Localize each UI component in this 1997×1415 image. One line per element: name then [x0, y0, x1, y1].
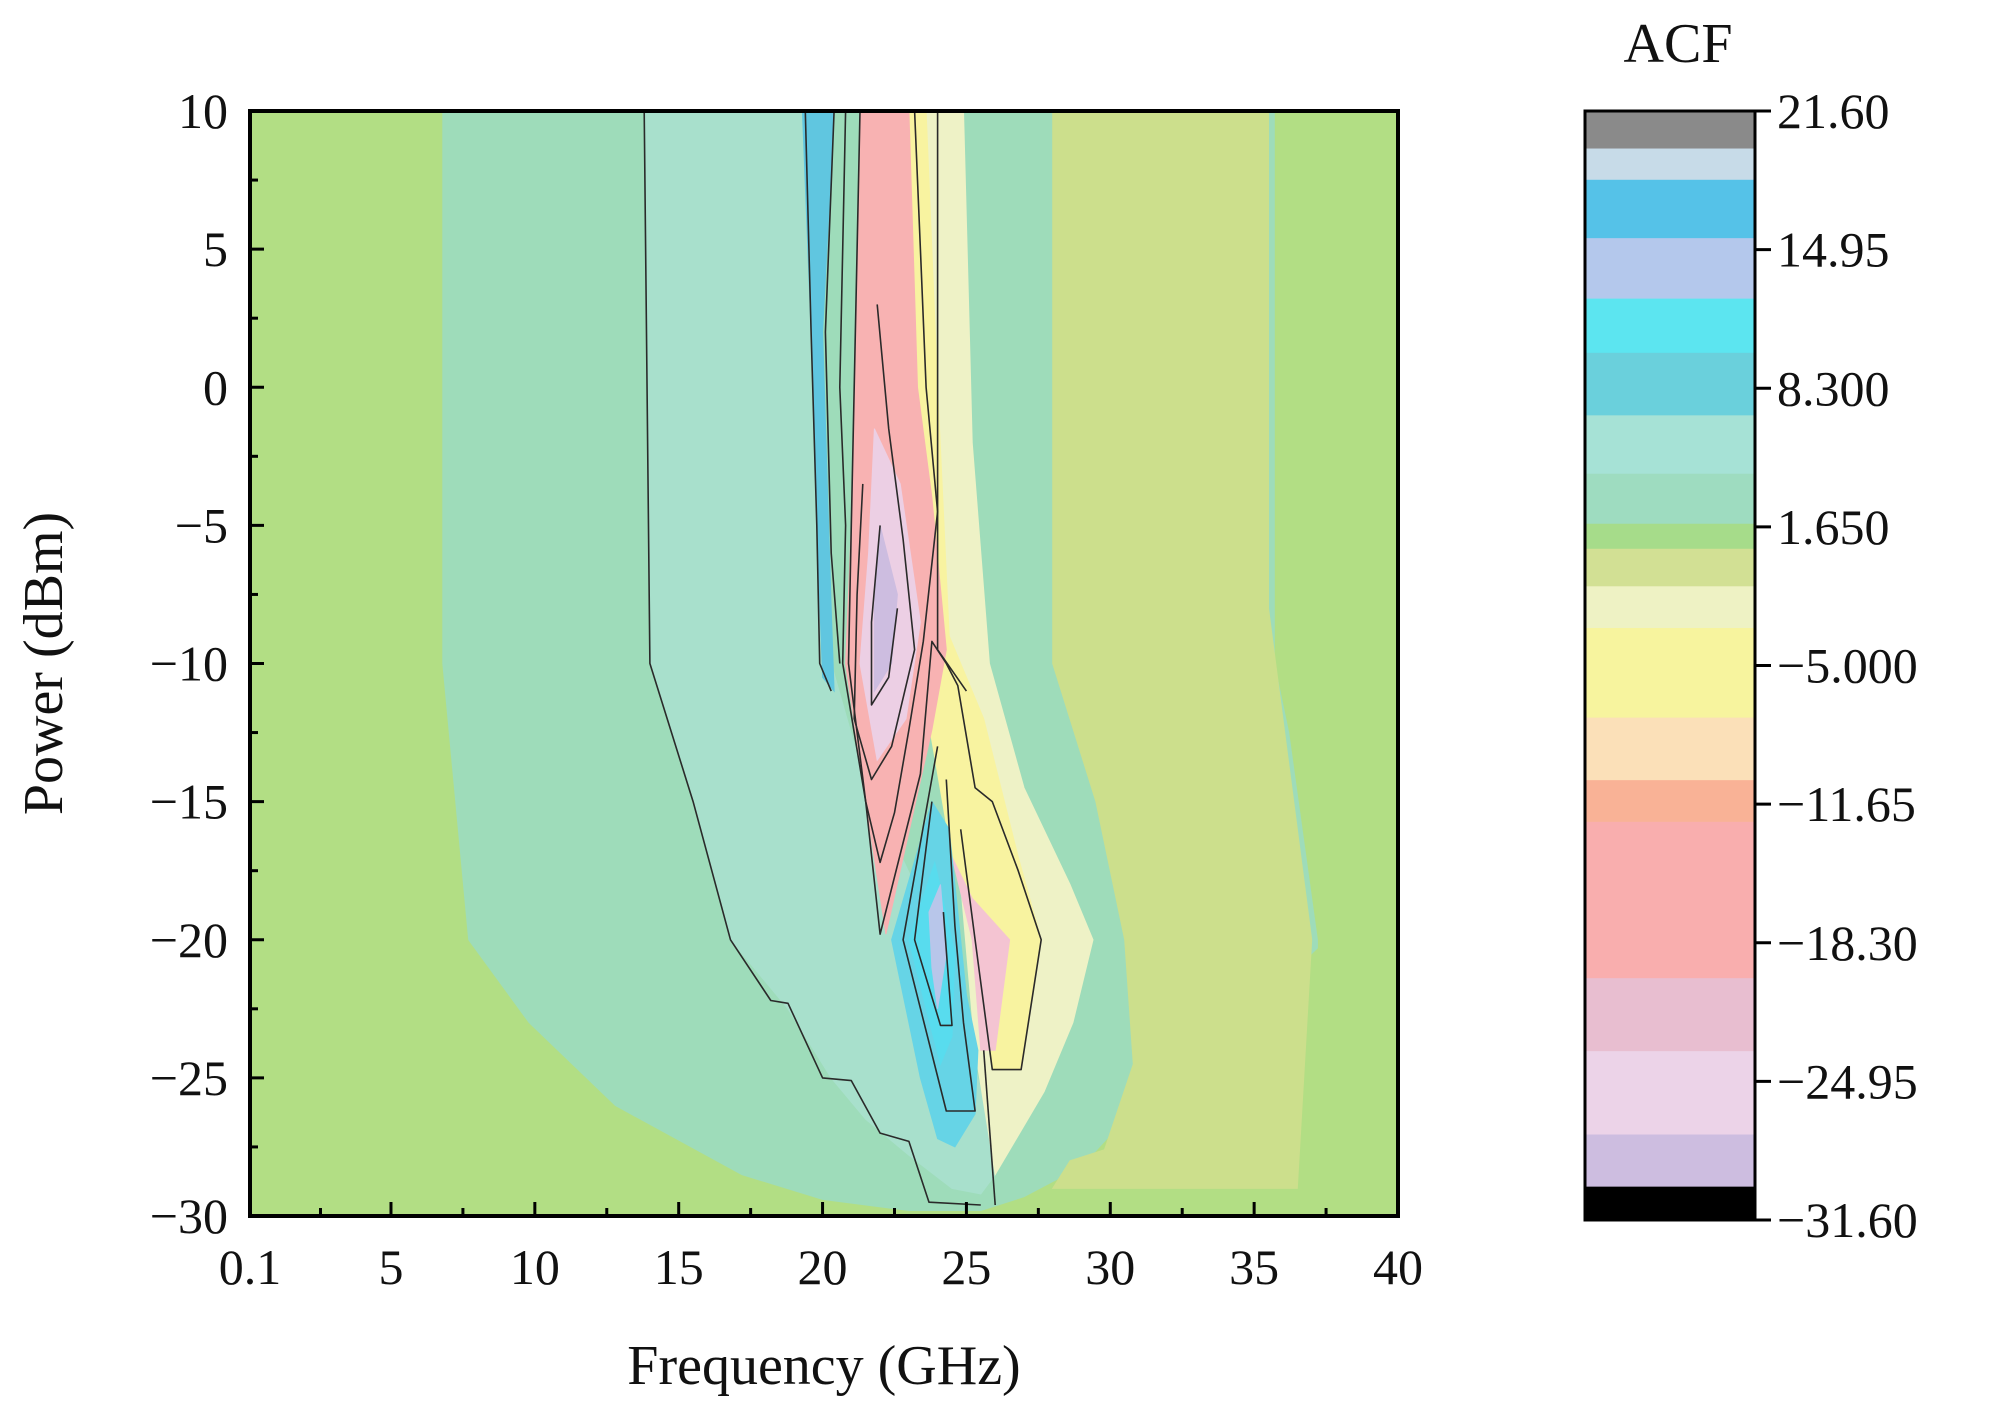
contour-line-4 [847, 111, 939, 864]
contour-line-8 [913, 801, 953, 1027]
colorbar-tick-label: 1.650 [1777, 499, 1890, 555]
colorbar-band-5 [1585, 352, 1755, 416]
y-tick-label: −10 [150, 636, 228, 692]
colorbar-band-17 [1585, 1134, 1755, 1188]
contour-line-2 [824, 111, 841, 664]
contour-line-0 [643, 111, 981, 1206]
y-tick-label: −15 [150, 774, 228, 830]
colorbar-tick-label: −5.000 [1777, 638, 1918, 694]
x-tick-label: 35 [1229, 1239, 1279, 1295]
colorbar-band-2 [1585, 179, 1755, 239]
x-tick-label: 0.1 [219, 1239, 282, 1295]
y-tick-label: 5 [203, 221, 228, 277]
y-tick-label: −25 [150, 1050, 228, 1106]
colorbar: 21.60 14.95 8.300 1.650 −5.000 −11.65 −18.30 −2… [1583, 83, 1918, 1248]
contour-region-7 [951, 856, 1011, 1051]
x-axis: 0.1 5 10 15 20 25 30 35 40 [219, 1202, 1423, 1295]
y-axis: 10 5 0 −5 −10 −15 −20 −25 −30 [150, 83, 264, 1244]
x-tick-label: 20 [798, 1239, 848, 1295]
colorbar-band-10 [1585, 586, 1755, 629]
colorbar-tick-label: −24.95 [1777, 1053, 1918, 1109]
x-tick-label: 40 [1373, 1239, 1423, 1295]
colorbar-band-16 [1585, 1051, 1755, 1136]
colorbar-band-9 [1585, 548, 1755, 587]
colorbar-band-4 [1585, 298, 1755, 354]
colorbar-band-1 [1585, 148, 1755, 181]
colorbar-band-13 [1585, 780, 1755, 823]
colorbar-band-0 [1585, 111, 1755, 150]
x-tick-label: 15 [654, 1239, 704, 1295]
x-tick-label: 25 [941, 1239, 991, 1295]
colorbar-tick-label: −18.30 [1777, 915, 1918, 971]
colorbar-band-11 [1585, 627, 1755, 719]
colorbar-tick-label: 14.95 [1777, 222, 1890, 278]
contour-line-7 [902, 746, 976, 1112]
x-tick-label: 5 [378, 1239, 403, 1295]
contour-filled-regions [250, 111, 1398, 1216]
colorbar-tick-label: 8.300 [1777, 360, 1890, 416]
colorbar-band-18 [1585, 1186, 1755, 1221]
contour-line-6 [870, 525, 899, 706]
contour-region-13 [928, 884, 947, 1009]
contour-line-5 [853, 304, 916, 781]
colorbar-band-8 [1585, 523, 1755, 550]
colorbar-tick-label: 21.60 [1777, 83, 1890, 139]
contour-line-1 [804, 111, 832, 692]
x-axis-title: Frequency (GHz) [627, 1335, 1020, 1397]
colorbar-band-6 [1585, 415, 1755, 475]
contour-line-9 [936, 111, 968, 692]
colorbar-band-7 [1585, 473, 1755, 525]
colorbar-tick-label: −31.60 [1777, 1192, 1918, 1248]
colorbar-band-12 [1585, 717, 1755, 781]
y-tick-label: −5 [175, 497, 228, 553]
y-tick-label: −30 [150, 1188, 228, 1244]
colorbar-band-3 [1585, 238, 1755, 300]
colorbar-band-15 [1585, 978, 1755, 1052]
y-tick-label: −20 [150, 912, 228, 968]
colorbar-band-14 [1585, 821, 1755, 979]
y-tick-label: 0 [203, 359, 228, 415]
contour-line-10 [982, 1050, 996, 1206]
x-tick-label: 30 [1085, 1239, 1135, 1295]
colorbar-title: ACF [1624, 13, 1733, 75]
y-tick-label: 10 [178, 83, 228, 139]
contour-line-3 [838, 111, 1042, 1071]
y-axis-title: Power (dBm) [13, 512, 75, 815]
contour-lines [643, 111, 1042, 1206]
colorbar-tick-label: −11.65 [1777, 776, 1916, 832]
x-tick-label: 10 [510, 1239, 560, 1295]
contour-region-2 [1051, 111, 1313, 1189]
